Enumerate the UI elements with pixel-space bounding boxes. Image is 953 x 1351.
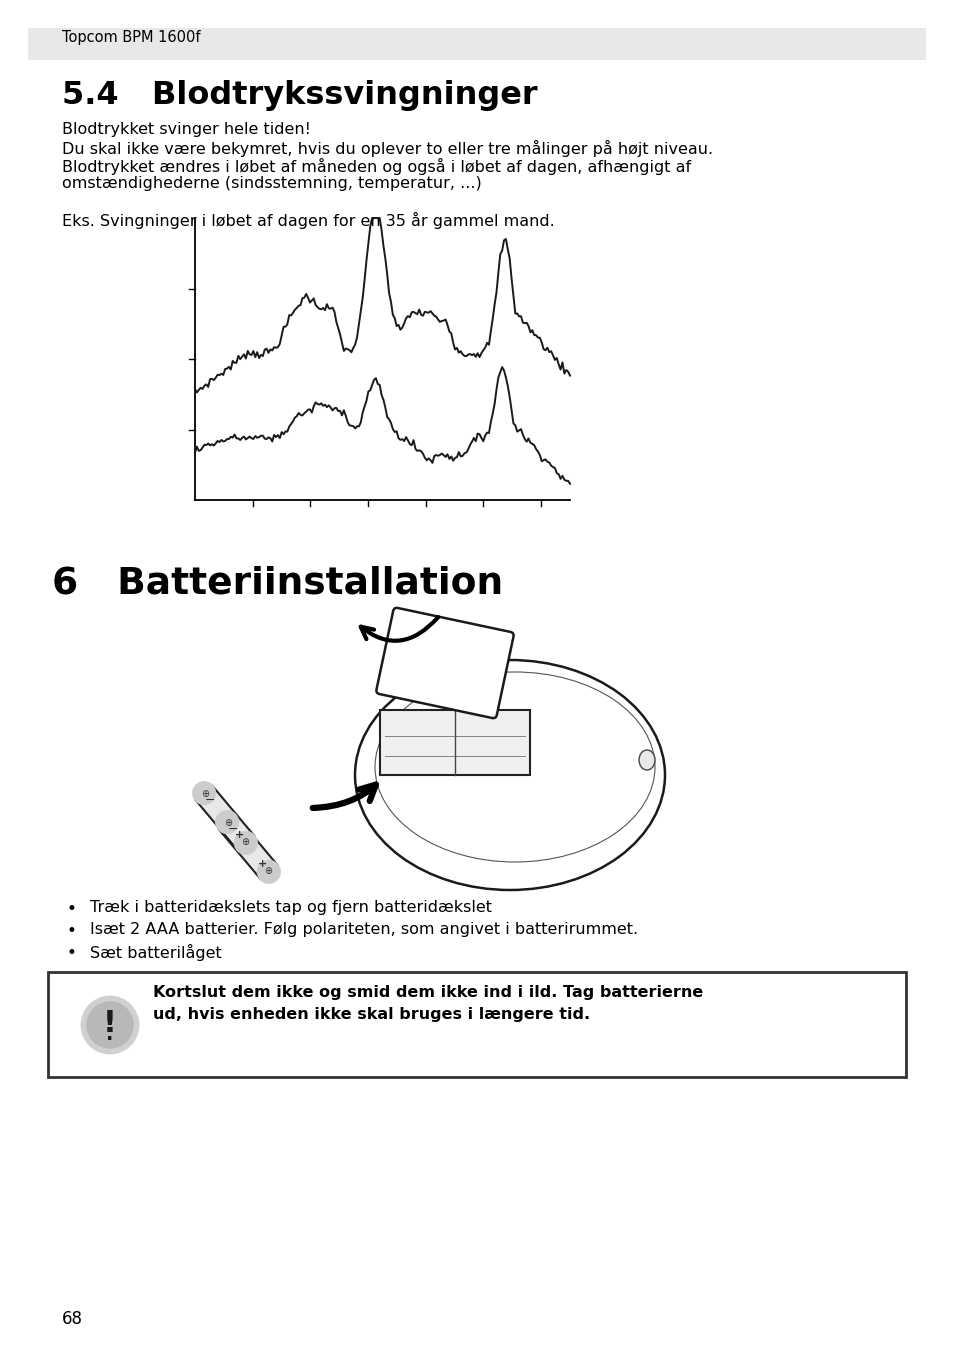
Text: omstændighederne (sindsstemning, temperatur, ...): omstændighederne (sindsstemning, tempera… [62,176,481,190]
Text: •: • [67,921,77,940]
Polygon shape [218,815,277,880]
Text: ⊕: ⊕ [264,866,272,875]
Circle shape [234,832,256,854]
Bar [446,703,463,711]
Text: −: − [228,823,238,836]
Bar [48,971,905,1077]
Circle shape [82,997,138,1052]
Circle shape [193,782,214,804]
Bar [28,28,925,59]
Circle shape [87,1002,132,1048]
Text: Træk i batteridækslets tap og fjern batteridækslet: Træk i batteridækslets tap og fjern batt… [90,900,492,915]
Text: ⊕: ⊕ [241,836,249,847]
Text: Du skal ikke være bekymret, hvis du oplever to eller tre målinger på højt niveau: Du skal ikke være bekymret, hvis du ople… [62,141,713,157]
Text: Kortslut dem ikke og smid dem ikke ind i ild. Tag batterierne
ud, hvis enheden i: Kortslut dem ikke og smid dem ikke ind i… [152,985,702,1021]
Text: •: • [67,944,77,962]
Text: 68: 68 [62,1310,83,1328]
Text: Blodtrykket ændres i løbet af måneden og også i løbet af dagen, afhængigt af: Blodtrykket ændres i løbet af måneden og… [62,158,690,176]
Ellipse shape [355,661,664,890]
Text: Isæt 2 AAA batterier. Følg polariteten, som angivet i batterirummet.: Isæt 2 AAA batterier. Følg polariteten, … [90,921,638,938]
Polygon shape [195,786,254,850]
Text: +: + [234,831,244,840]
Circle shape [257,861,279,884]
Text: .: . [106,1025,113,1044]
Text: ⊕: ⊕ [201,789,209,798]
Ellipse shape [639,750,655,770]
Text: −: − [205,794,215,807]
Text: •: • [67,900,77,917]
Text: 5.4   Blodtrykssvingninger: 5.4 Blodtrykssvingninger [62,80,537,111]
Text: 6   Batteriinstallation: 6 Batteriinstallation [52,565,502,601]
Text: Blodtrykket svinger hele tiden!: Blodtrykket svinger hele tiden! [62,122,311,136]
Text: +: + [257,859,267,870]
Text: ⊕: ⊕ [224,819,232,828]
Text: Eks. Svingninger i løbet af dagen for en 35 år gammel mand.: Eks. Svingninger i løbet af dagen for en… [62,212,554,230]
FancyBboxPatch shape [376,608,513,719]
Circle shape [216,811,238,834]
Bar [379,711,530,775]
Text: !: ! [103,1008,117,1038]
Text: Sæt batterilåget: Sæt batterilåget [90,944,221,961]
Text: Topcom BPM 1600f: Topcom BPM 1600f [62,30,200,45]
